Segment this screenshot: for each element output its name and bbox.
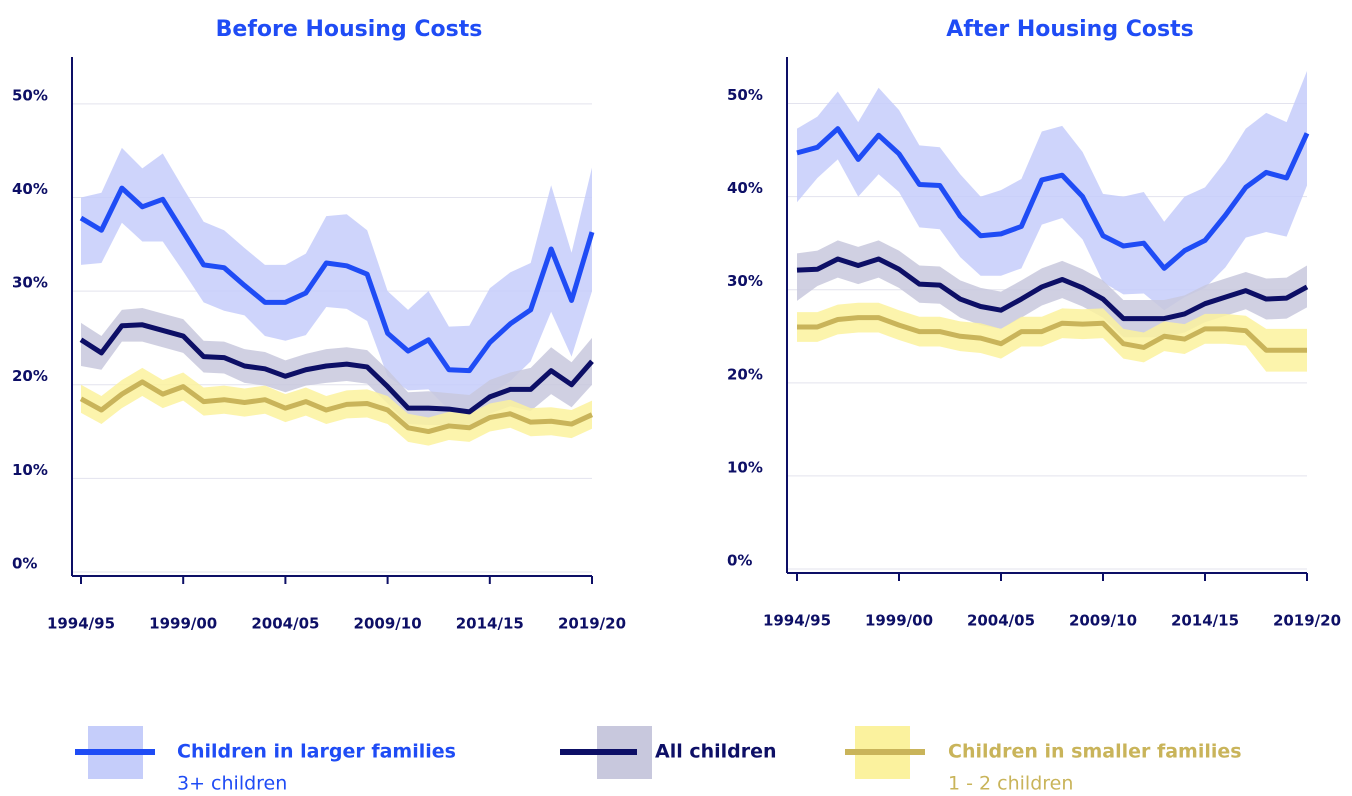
y-tick-label: 20% xyxy=(12,367,48,385)
x-tick-label: 2004/05 xyxy=(251,615,319,633)
chart-title: After Housing Costs xyxy=(946,17,1193,42)
x-tick-label: 2009/10 xyxy=(1069,612,1137,630)
series-line xyxy=(79,322,594,415)
x-tick-label: 2019/20 xyxy=(558,615,626,633)
series-line xyxy=(79,379,594,435)
legend-label: All children xyxy=(655,741,777,763)
legend-label: Children in smaller families xyxy=(948,741,1242,763)
legend-label: Children in larger families xyxy=(177,741,456,763)
x-tick-label: 2014/15 xyxy=(456,615,524,633)
y-tick-label: 50% xyxy=(12,86,48,104)
confidence-band xyxy=(797,70,1307,311)
series-line xyxy=(796,256,1309,322)
x-tick-label: 1994/95 xyxy=(763,612,831,630)
confidence-band xyxy=(797,302,1307,372)
y-tick-label: 40% xyxy=(12,180,48,198)
x-tick-label: 2009/10 xyxy=(354,615,422,633)
y-tick-label: 10% xyxy=(12,461,48,479)
series-line xyxy=(797,315,1307,353)
x-tick-label: 1999/00 xyxy=(149,615,217,633)
y-tick-label: 10% xyxy=(727,458,763,476)
y-tick-label: 20% xyxy=(727,365,763,383)
y-tick-label: 0% xyxy=(12,555,37,573)
confidence-band xyxy=(81,307,592,429)
y-tick-label: 50% xyxy=(727,86,763,104)
series-line xyxy=(796,126,1310,271)
y-tick-label: 0% xyxy=(727,552,752,570)
legend-note: 3+ children xyxy=(177,773,287,795)
series-line xyxy=(79,185,595,374)
confidence-band xyxy=(81,147,592,411)
x-tick-label: 2019/20 xyxy=(1273,612,1341,630)
legend-note: 1 - 2 children xyxy=(948,773,1073,795)
y-tick-label: 30% xyxy=(727,272,763,290)
x-tick-label: 2014/15 xyxy=(1171,612,1239,630)
chart-title: Before Housing Costs xyxy=(216,17,483,42)
x-tick-label: 2004/05 xyxy=(967,612,1035,630)
y-tick-label: 30% xyxy=(12,274,48,292)
x-tick-label: 1999/00 xyxy=(865,612,933,630)
y-tick-label: 40% xyxy=(727,179,763,197)
x-tick-label: 1994/95 xyxy=(47,615,115,633)
